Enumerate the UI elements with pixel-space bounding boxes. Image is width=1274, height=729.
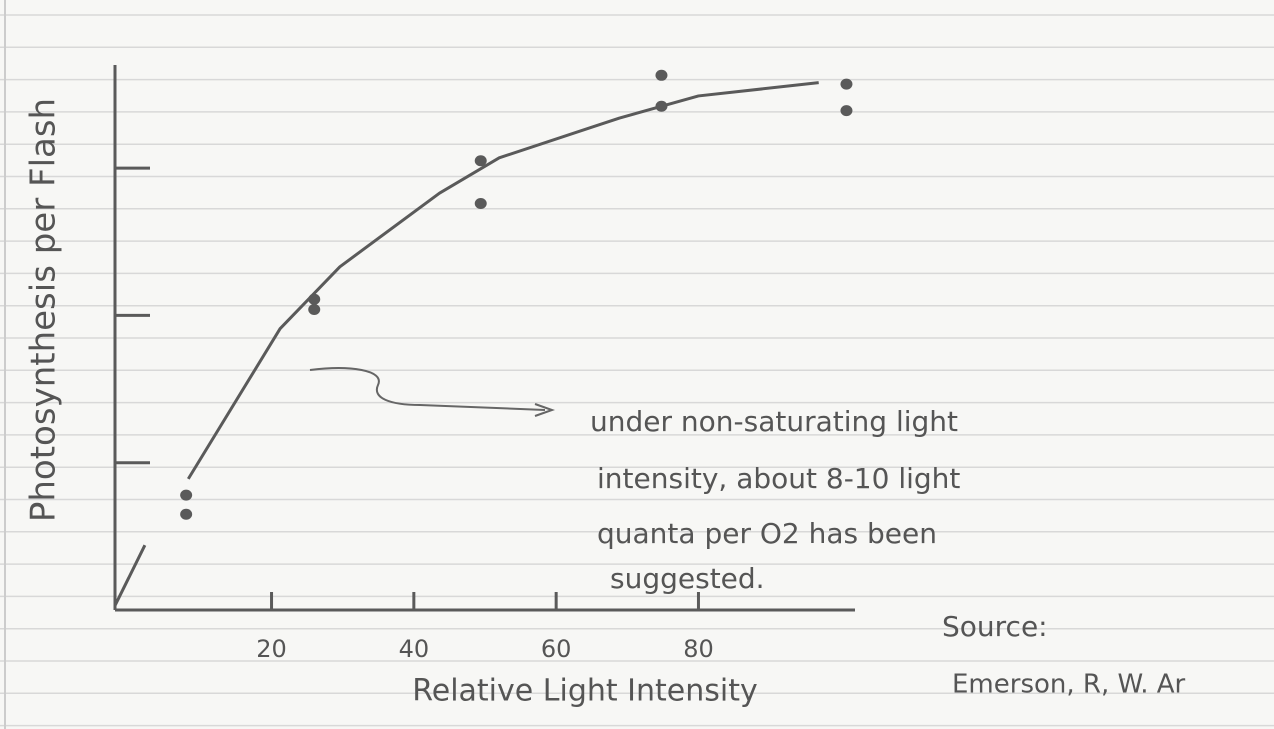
ruled-paper (0, 15, 1274, 726)
annotation-line: suggested. (610, 562, 765, 595)
data-point (475, 198, 487, 209)
annotation-line: intensity, about 8-10 light (597, 462, 960, 495)
data-point (180, 509, 192, 520)
x-tick-label: 40 (399, 635, 430, 663)
annotation-line: quanta per O2 has been (597, 517, 937, 550)
source-text: Emerson, R, W. Ar (952, 670, 1186, 700)
x-axis-label: Relative Light Intensity (412, 674, 758, 709)
x-tick-label: 80 (683, 635, 714, 663)
data-point (180, 490, 192, 501)
data-point (840, 79, 852, 90)
chart: Photosynthesis per Flash Relative Light … (0, 0, 1274, 729)
annotation-arrow (310, 368, 552, 416)
y-axis-label: Photosynthesis per Flash (24, 98, 64, 522)
annotation-line: under non-saturating light (590, 405, 958, 438)
x-tick-label: 60 (541, 635, 572, 663)
source-label: Source: (942, 610, 1048, 643)
data-point (655, 70, 667, 81)
x-tick-label: 20 (256, 635, 287, 663)
data-point (308, 304, 320, 315)
data-point (840, 105, 852, 116)
